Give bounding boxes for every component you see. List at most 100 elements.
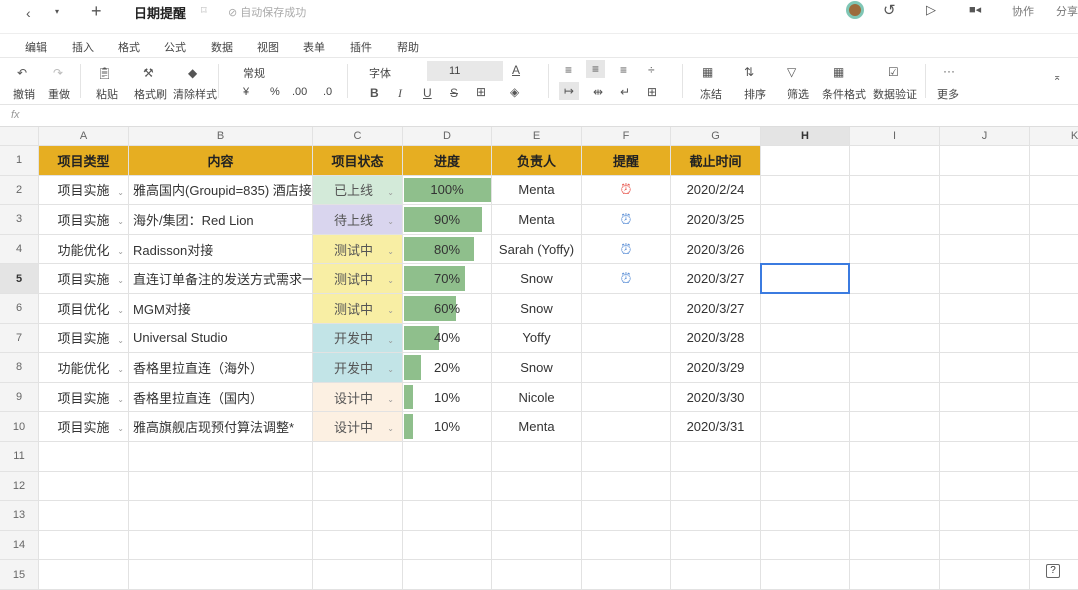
format-painter-icon[interactable]: ⚒ [143,66,154,80]
column-header-I[interactable]: I [850,127,940,146]
empty-cell[interactable] [761,294,850,324]
filter-icon[interactable]: ▽ [787,65,797,79]
empty-cell[interactable] [671,501,761,531]
percent-button[interactable]: % [270,86,280,98]
empty-cell[interactable] [403,560,492,590]
type-dropdown-cell[interactable]: 功能优化 ⌄ [39,234,129,265]
empty-cell[interactable] [1030,176,1078,206]
conditional-format-button[interactable]: 条件格式 [822,89,866,101]
empty-cell[interactable] [761,382,850,413]
empty-cell[interactable] [582,501,671,531]
owner-cell[interactable]: Snow [492,294,582,324]
collab-button[interactable]: 协作 [1012,6,1034,18]
content-cell[interactable]: Radisson对接 [129,234,313,265]
row-header[interactable]: 11 [0,442,39,472]
empty-cell[interactable] [940,146,1030,176]
content-cell[interactable]: MGM对接 [129,294,313,324]
empty-cell[interactable] [940,560,1030,590]
content-cell[interactable]: Universal Studio [129,323,313,354]
empty-cell[interactable] [313,501,403,531]
type-dropdown-cell[interactable]: 项目实施 ⌄ [39,205,129,235]
merge-icon[interactable]: ⊞ [647,85,658,99]
empty-cell[interactable] [940,294,1030,324]
empty-cell[interactable] [1030,501,1078,531]
increase-decimal-button[interactable]: .00 [292,86,308,98]
conditional-format-icon[interactable]: ▦ [833,65,845,79]
chevron-down-icon[interactable]: ⌄ [387,365,394,375]
chevron-down-icon[interactable]: ⌄ [387,394,394,404]
empty-cell[interactable] [129,530,313,561]
selected-cell-H5[interactable] [760,263,850,294]
empty-cell[interactable] [582,442,671,472]
italic-icon[interactable]: I [398,86,402,100]
empty-cell[interactable] [940,175,1030,206]
empty-cell[interactable] [761,530,850,561]
empty-cell[interactable] [850,146,940,176]
empty-cell[interactable] [492,471,582,502]
empty-cell[interactable] [129,560,313,590]
empty-cell[interactable] [671,560,761,590]
empty-cell[interactable] [1030,294,1078,324]
empty-cell[interactable] [940,264,1030,294]
back-icon[interactable]: ‹ [26,5,31,21]
type-dropdown-cell[interactable]: 项目实施 ⌄ [39,175,129,206]
empty-cell[interactable] [1030,146,1078,176]
menu-item[interactable]: 公式 [164,42,186,54]
align-left-icon[interactable]: ≡ [565,63,573,77]
alarm-clock-icon[interactable]: ⏰︎ [620,270,632,287]
chevron-down-icon[interactable]: ⌄ [117,276,124,286]
freeze-icon[interactable]: ▦ [702,65,714,79]
row-header[interactable]: 15 [0,560,39,590]
alarm-clock-icon[interactable]: ⏰︎ [620,181,632,198]
row-header[interactable]: 8 [0,353,39,383]
empty-cell[interactable] [850,471,940,502]
empty-cell[interactable] [850,501,940,531]
empty-cell[interactable] [313,530,403,561]
currency-button[interactable]: ¥ [243,86,250,98]
owner-cell[interactable]: Snow [492,353,582,383]
history-icon[interactable]: ↺ [883,2,896,19]
row-header[interactable]: 10 [0,412,39,442]
empty-cell[interactable] [1030,264,1078,294]
back-dropdown-icon[interactable]: ▾ [55,7,60,16]
chevron-down-icon[interactable]: ⌄ [117,365,124,375]
content-cell[interactable]: 雅高国内(Groupid=835) 酒店接 [129,175,313,206]
empty-cell[interactable] [39,471,129,502]
due-cell[interactable]: 2020/3/30 [671,382,761,413]
status-dropdown-cell[interactable]: 测试中 ⌄ [313,264,403,294]
type-dropdown-cell[interactable]: 项目实施 ⌄ [39,323,129,354]
column-header-J[interactable]: J [940,127,1030,146]
empty-cell[interactable] [940,382,1030,413]
empty-cell[interactable] [492,501,582,531]
play-icon[interactable]: ▷ [926,2,936,17]
empty-cell[interactable] [129,442,313,472]
content-cell[interactable]: 香格里拉直连（国内） [129,382,313,413]
status-dropdown-cell[interactable]: 开发中 ⌄ [313,323,403,354]
status-dropdown-cell[interactable]: 测试中 ⌄ [313,234,403,265]
row-header[interactable]: 4 [0,234,39,265]
font-select[interactable]: 字体 [369,68,391,80]
chevron-down-icon[interactable]: ⌄ [117,306,124,315]
empty-cell[interactable] [940,234,1030,265]
redo-button[interactable]: 重做 [48,89,70,101]
avatar[interactable] [846,1,864,19]
empty-cell[interactable] [850,442,940,472]
column-header-F[interactable]: F [582,127,671,146]
clear-format-button[interactable]: 清除样式 [173,89,217,101]
empty-cell[interactable] [761,560,850,590]
column-header-K[interactable]: K [1030,127,1078,146]
empty-cell[interactable] [761,412,850,442]
menu-item[interactable]: 数据 [211,42,233,54]
menu-item[interactable]: 插件 [350,42,372,54]
sort-button[interactable]: 排序 [744,89,766,101]
empty-cell[interactable] [492,560,582,590]
reminder-cell[interactable]: ⏰︎ [582,234,671,265]
reminder-cell[interactable]: ⏰︎ [582,264,671,294]
border-icon[interactable]: ⊞ [476,85,487,99]
chevron-down-icon[interactable]: ⌄ [387,306,394,315]
alarm-clock-icon[interactable]: ⏰︎ [620,240,632,257]
status-dropdown-cell[interactable]: 设计中 ⌄ [313,412,403,442]
empty-cell[interactable] [582,471,671,502]
empty-cell[interactable] [671,530,761,561]
vertical-align-icon[interactable]: ÷ [648,63,655,77]
